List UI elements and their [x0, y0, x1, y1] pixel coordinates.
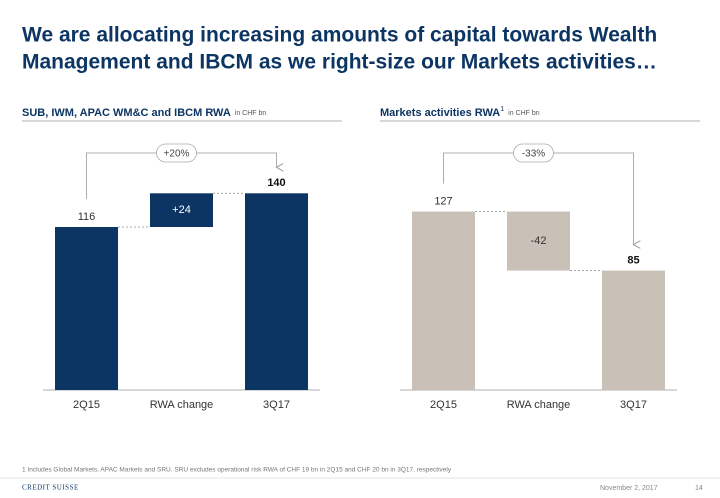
bar: [507, 211, 570, 271]
chart-title: SUB, IWM, APAC WM&C and IBCM RWA in CHF b…: [22, 107, 266, 119]
unit: in CHF bn: [235, 110, 267, 117]
x-tick-label: 2Q15: [73, 399, 100, 411]
value-label: +24: [172, 204, 191, 216]
x-tick-label: 3Q17: [263, 399, 290, 411]
x-tick-label: 2Q15: [430, 399, 457, 411]
bar: [602, 270, 665, 390]
value-label: 140: [267, 177, 285, 189]
logo: CREDIT SUISSE: [22, 484, 79, 492]
footnote: 1 Includes Global Markets, APAC Markets …: [22, 467, 452, 474]
chart-title-text: Markets activities RWA: [380, 107, 500, 119]
bar: [412, 211, 475, 390]
value-label: 127: [434, 195, 452, 207]
annotation-pill: [156, 143, 197, 163]
bar: [55, 227, 118, 390]
unit: in CHF bn: [508, 110, 540, 117]
chart-title-text: SUB, IWM, APAC WM&C and IBCM RWA: [22, 107, 231, 119]
annotation: -33%: [522, 149, 545, 160]
annotation-pill: [513, 143, 554, 163]
page-number: 14: [695, 485, 703, 492]
value-label: 116: [78, 211, 96, 223]
value-label: 85: [627, 254, 639, 266]
annotation: +20%: [164, 149, 190, 160]
chart-title: Markets activities RWA1 in CHF bn: [380, 106, 540, 119]
date: November 2, 2017: [600, 485, 658, 492]
bar: [245, 193, 308, 390]
bar: [150, 193, 213, 228]
footnote-marker: 1: [500, 106, 504, 113]
title-line: We are allocating increasing amounts of …: [22, 24, 657, 47]
x-tick-label: RWA change: [507, 399, 571, 411]
x-tick-label: 3Q17: [620, 399, 647, 411]
title-line: Management and IBCM as we right-size our…: [22, 51, 657, 74]
x-tick-label: RWA change: [150, 399, 214, 411]
value-label: -42: [531, 235, 547, 247]
